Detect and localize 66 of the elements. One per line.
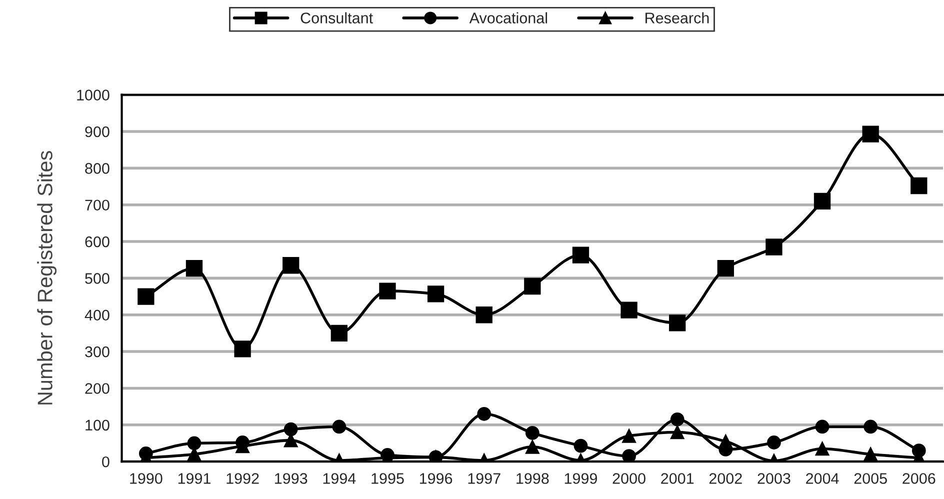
y-tick-label: 500	[85, 273, 110, 284]
x-tick-label: 2004	[806, 473, 839, 484]
y-tick-label: 300	[85, 346, 110, 358]
point	[620, 302, 638, 318]
point	[622, 428, 636, 443]
x-tick-label: 2003	[758, 473, 790, 484]
point	[864, 420, 878, 434]
point	[476, 306, 492, 324]
point	[717, 260, 734, 277]
x-tick-label: 1995	[372, 473, 404, 484]
point	[670, 412, 684, 426]
point	[864, 447, 878, 462]
point	[379, 282, 396, 300]
point	[572, 246, 590, 264]
point	[525, 426, 540, 440]
point	[622, 449, 636, 462]
point	[186, 260, 203, 277]
point	[815, 442, 830, 456]
point	[138, 288, 154, 305]
y-axis-title: Number of Registered Sites	[37, 150, 57, 404]
point	[574, 438, 588, 453]
point	[767, 436, 781, 450]
x-tick-label: 2006	[902, 473, 936, 484]
x-tick-label: 1999	[564, 473, 597, 484]
x-tick-label: 1993	[275, 473, 308, 484]
x-tick-label: 1997	[468, 473, 500, 484]
point	[815, 420, 830, 434]
x-tick-label: 1992	[226, 473, 259, 484]
y-tick-label: 400	[84, 310, 110, 321]
x-tick-label: 1994	[323, 473, 356, 484]
legend-label: Research	[646, 12, 709, 24]
x-tick-label: 1998	[516, 473, 549, 484]
legend-label: Consultant	[300, 12, 373, 24]
x-tick-label: 1991	[178, 473, 210, 484]
y-tick-label: 200	[85, 383, 110, 394]
point	[718, 434, 733, 448]
point	[187, 436, 202, 450]
y-tick-label: 100	[86, 420, 110, 431]
point	[862, 126, 879, 142]
y-tick-label: 900	[85, 126, 110, 138]
point	[284, 422, 298, 436]
point	[477, 406, 492, 421]
point	[670, 425, 684, 440]
point	[282, 257, 300, 274]
x-tick-label: 2005	[854, 473, 887, 484]
x-tick-label: 1996	[420, 473, 452, 484]
legend-label: Avocational	[469, 12, 548, 24]
x-tick-label: 2002	[709, 473, 742, 484]
point	[766, 238, 782, 256]
y-tick-label: 800	[85, 163, 110, 174]
x-tick-label: 2001	[661, 473, 694, 484]
y-tick-label: 700	[85, 200, 110, 211]
y-tick-label: 600	[85, 236, 110, 248]
x-tick-label: 2000	[612, 473, 646, 484]
point	[524, 278, 541, 295]
y-tick-label: 1000	[77, 90, 110, 100]
point	[234, 340, 251, 358]
point	[330, 324, 348, 342]
x-tick-label: 1990	[130, 473, 162, 484]
point	[332, 420, 346, 434]
point	[910, 177, 928, 194]
point	[814, 192, 831, 210]
point	[525, 440, 540, 454]
point	[427, 286, 444, 302]
y-tick-label: 0	[102, 456, 110, 468]
point	[669, 314, 686, 332]
